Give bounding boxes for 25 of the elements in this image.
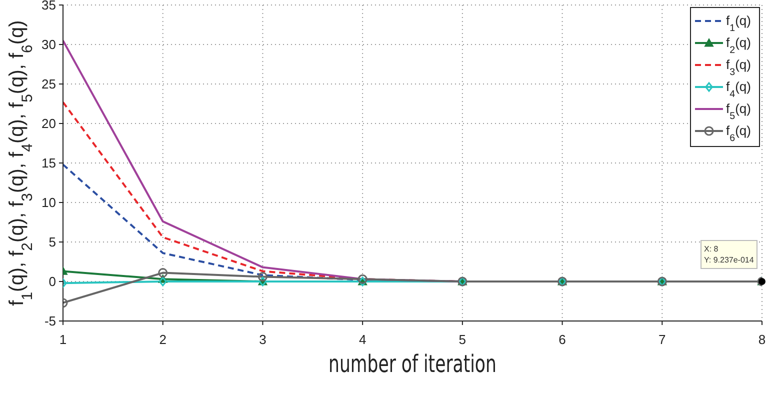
y-tick-label: 10	[42, 195, 56, 210]
x-tick-label: 4	[358, 332, 366, 348]
x-axis-title: number of iteration	[328, 351, 496, 379]
x-tick-label: 5	[458, 332, 466, 348]
x-tick-label: 8	[758, 332, 766, 348]
annotation: X: 8 Y: 9.237e-014	[704, 244, 754, 264]
y-tick-label: 5	[48, 234, 56, 250]
y-tick-label: 35	[42, 0, 56, 13]
y-tick-label: 20	[42, 116, 56, 132]
legend-label: f$_{5}$(q)	[726, 101, 751, 122]
legend-label: f$_{2}$(q)	[726, 35, 751, 56]
legend-label: f$_{6}$(q)	[726, 123, 751, 144]
y-tick-label: 30	[42, 37, 56, 52]
x-tick-label: 3	[259, 332, 266, 348]
y-tick-label: 0	[48, 274, 56, 290]
y-tick-label: 15	[42, 156, 56, 171]
x-tick-label: 6	[558, 332, 566, 348]
legend-label: f$_{1}$(q)	[726, 13, 751, 34]
x-tick-label: 7	[658, 332, 666, 348]
y-tick-label: 25	[42, 76, 56, 92]
x-tick-label: 1	[59, 332, 67, 348]
legend-label: f$_{4}$(q)	[726, 79, 751, 100]
y-tick-label: -5	[44, 314, 56, 329]
legend-label: f$_{3}$(q)	[726, 57, 751, 78]
x-tick-label: 2	[159, 332, 166, 348]
